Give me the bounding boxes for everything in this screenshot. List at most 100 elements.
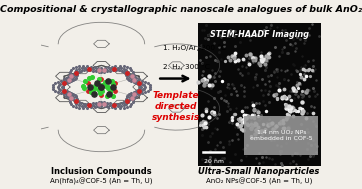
Point — [286, 98, 292, 101]
Point — [66, 92, 71, 95]
Point — [265, 74, 271, 77]
Point — [93, 70, 99, 73]
Point — [301, 90, 307, 93]
Point — [203, 125, 209, 128]
Point — [203, 80, 209, 83]
Point — [81, 87, 87, 90]
Point — [86, 67, 92, 70]
Point — [105, 66, 111, 69]
Point — [284, 113, 290, 116]
Point — [123, 98, 129, 101]
Point — [273, 124, 279, 127]
Point — [262, 69, 268, 72]
Point — [50, 84, 56, 87]
Point — [124, 75, 130, 78]
Point — [129, 75, 135, 78]
Point — [55, 91, 61, 94]
Point — [263, 110, 269, 113]
Point — [278, 162, 284, 165]
Point — [285, 136, 290, 139]
Point — [249, 101, 255, 104]
Point — [50, 85, 55, 88]
Point — [142, 91, 148, 94]
Point — [226, 34, 232, 37]
Point — [278, 145, 284, 148]
Point — [113, 102, 119, 105]
Point — [262, 122, 268, 125]
Point — [306, 67, 312, 70]
Point — [67, 99, 73, 102]
Point — [75, 99, 80, 102]
Point — [67, 78, 73, 81]
Point — [81, 69, 87, 72]
Point — [58, 79, 64, 82]
Point — [303, 117, 309, 120]
Point — [272, 69, 277, 72]
Point — [274, 97, 280, 100]
Point — [283, 97, 289, 100]
Point — [264, 60, 270, 63]
Point — [310, 65, 316, 68]
Point — [199, 158, 205, 161]
Point — [137, 87, 143, 90]
Point — [207, 83, 212, 86]
Point — [285, 126, 291, 129]
Point — [80, 64, 86, 67]
Point — [67, 93, 73, 96]
Bar — [244, 115, 318, 156]
Point — [310, 154, 316, 157]
Point — [203, 109, 209, 112]
Point — [68, 68, 74, 71]
Point — [279, 89, 285, 92]
Point — [209, 131, 215, 134]
Point — [134, 91, 140, 94]
Point — [112, 81, 118, 84]
Point — [294, 110, 299, 113]
Point — [284, 106, 290, 109]
Point — [133, 81, 139, 84]
Point — [112, 90, 118, 93]
Point — [245, 114, 251, 117]
Point — [265, 53, 271, 56]
Point — [135, 83, 141, 86]
Point — [130, 93, 135, 96]
Point — [207, 163, 212, 166]
Point — [242, 106, 248, 109]
Point — [274, 70, 279, 73]
Point — [70, 104, 76, 107]
Point — [134, 77, 139, 80]
Point — [214, 127, 220, 130]
Point — [312, 143, 318, 146]
Point — [66, 91, 72, 94]
Point — [255, 114, 261, 117]
Point — [105, 85, 110, 88]
Point — [126, 72, 132, 75]
Point — [263, 58, 269, 61]
Point — [72, 77, 77, 81]
Point — [282, 70, 288, 73]
Point — [243, 155, 249, 158]
Point — [134, 80, 140, 83]
Point — [66, 79, 71, 82]
Point — [252, 75, 258, 78]
Point — [300, 101, 306, 104]
Point — [287, 89, 293, 92]
Point — [233, 50, 239, 53]
Point — [227, 160, 233, 163]
Point — [297, 106, 303, 109]
Bar — [198, 23, 321, 166]
Point — [263, 127, 269, 130]
Point — [123, 69, 129, 72]
Point — [262, 104, 268, 107]
Point — [241, 90, 247, 93]
Point — [250, 56, 256, 59]
Text: STEM-HAADF Imaging: STEM-HAADF Imaging — [210, 30, 309, 39]
Point — [219, 80, 225, 83]
Point — [272, 45, 278, 48]
Point — [131, 97, 137, 100]
Point — [278, 69, 284, 72]
Point — [277, 81, 282, 84]
Point — [117, 107, 122, 110]
Point — [92, 66, 98, 69]
Point — [207, 155, 213, 158]
